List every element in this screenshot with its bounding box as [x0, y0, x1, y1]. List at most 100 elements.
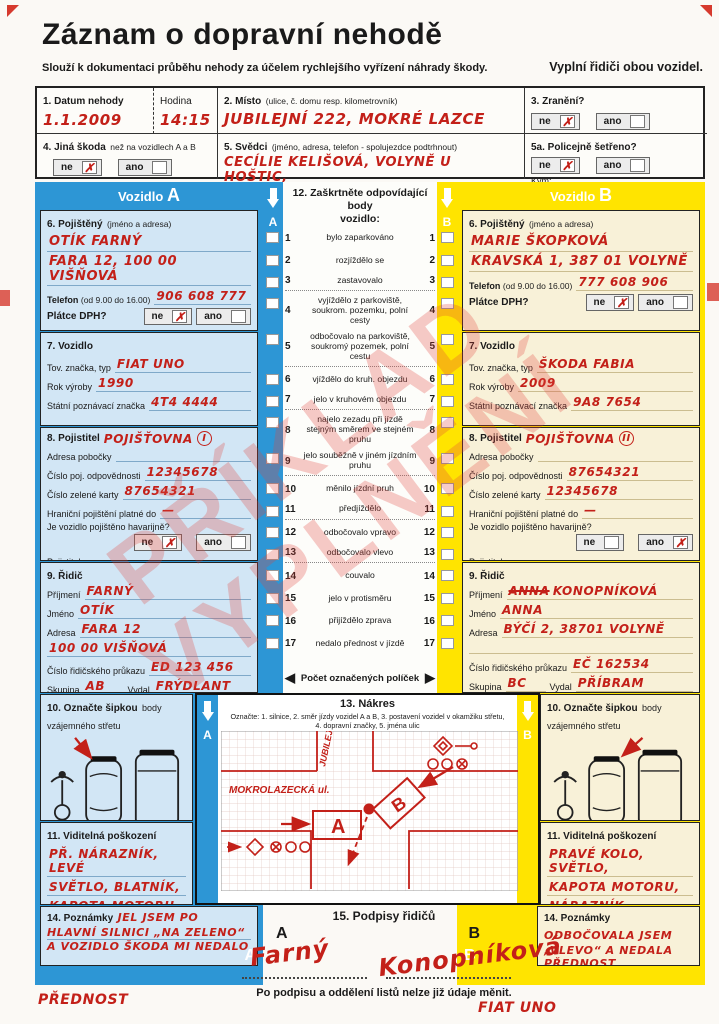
a-kasko-no-checkbox[interactable]: ✗ — [162, 536, 178, 549]
a-brand-value[interactable]: FIAT UNO — [114, 357, 251, 373]
b-address-line1[interactable]: BÝČÍ 2, 38701 VOLYNĚ — [501, 622, 693, 638]
a-insurer-value[interactable]: POJIŠŤOVNA — [103, 431, 193, 446]
a-insurer2-value[interactable] — [85, 554, 251, 560]
place-value[interactable]: JUBILEJNÍ 222, MOKRÉ LAZCE — [224, 110, 485, 128]
vehicle-b-maneuver-checkbox[interactable] — [441, 396, 454, 408]
vehicle-b-maneuver-checkbox[interactable] — [441, 298, 454, 309]
b-notes-line2[interactable]: „VLEVO“ A NEDALA PŘEDNOST — [544, 944, 693, 965]
vehicle-a-maneuver-checkbox[interactable] — [266, 396, 279, 408]
b-kasko-yes-checkbox[interactable]: ✗ — [673, 536, 688, 549]
b-damage-line1[interactable]: PRAVÉ KOLO, SVĚTLO, — [547, 847, 693, 877]
vehicle-a-maneuver-checkbox[interactable] — [266, 637, 279, 649]
b-damage-line2[interactable]: KAPOTA MOTORU, — [547, 880, 693, 896]
vehicle-b-maneuver-checkbox[interactable] — [441, 549, 454, 561]
b-issued-value[interactable]: PŘÍBRAM — [575, 676, 693, 692]
vehicle-b-maneuver-checkbox[interactable] — [441, 570, 454, 582]
vehicle-b-maneuver-checkbox[interactable] — [441, 505, 454, 517]
b-license-value[interactable]: EČ 162534 — [571, 657, 693, 673]
driver-a-signature[interactable]: Farný — [248, 934, 331, 972]
injury-yes-checkbox[interactable] — [630, 115, 646, 128]
signature-b-line[interactable] — [386, 977, 511, 979]
b-branch-value[interactable] — [537, 449, 693, 462]
b-plate-value[interactable]: 9A8 7654 — [571, 395, 693, 411]
vehicle-a-maneuver-checkbox[interactable] — [266, 453, 279, 465]
a-branch-value[interactable] — [115, 449, 251, 462]
vehicle-a-maneuver-checkbox[interactable] — [266, 483, 279, 495]
a-firstname-value[interactable]: OTÍK — [78, 603, 251, 619]
b-border-ins-value[interactable]: — — [582, 503, 693, 519]
a-notes-line1[interactable]: JEL JSEM PO — [117, 911, 199, 924]
a-address-line1[interactable]: FARA 12 — [79, 622, 251, 638]
a-license-value[interactable]: ED 123 456 — [149, 660, 251, 676]
vehicle-a-maneuver-checkbox[interactable] — [266, 570, 279, 582]
other-damage-no-checkbox[interactable]: ✗ — [81, 161, 97, 174]
b-group-value[interactable]: BC — [505, 676, 546, 692]
vehicle-b-maneuver-checkbox[interactable] — [441, 232, 454, 243]
vehicle-b-maneuver-checkbox[interactable] — [441, 637, 454, 649]
a-address-line2[interactable]: 100 00 VIŠŇOVÁ — [47, 641, 251, 657]
vehicle-b-maneuver-checkbox[interactable] — [441, 254, 454, 266]
a-insurer-number[interactable]: I — [196, 431, 212, 446]
b-insurer-value[interactable]: POJIŠŤOVNA — [525, 431, 615, 446]
b-surname-value[interactable]: KONOPNÍKOVÁ — [552, 584, 658, 598]
witness-value-line1[interactable]: CECÍLIE KELIŠOVÁ, VOLYNĚ U HOŠTIC, — [224, 155, 452, 185]
a-vat-no-checkbox[interactable]: ✗ — [172, 310, 188, 323]
a-plate-value[interactable]: 4T4 4444 — [149, 395, 251, 411]
b-insurer2-value[interactable] — [507, 554, 693, 560]
vehicle-a-maneuver-checkbox[interactable] — [266, 592, 279, 604]
vehicle-b-maneuver-checkbox[interactable] — [441, 526, 454, 538]
b-green-card-value[interactable]: 12345678 — [544, 484, 693, 500]
a-border-ins-value[interactable]: — — [160, 503, 251, 519]
vehicle-a-maneuver-checkbox[interactable] — [266, 277, 279, 288]
vehicle-b-maneuver-checkbox[interactable] — [441, 277, 454, 288]
vehicle-a-maneuver-checkbox[interactable] — [266, 298, 279, 309]
vehicle-b-maneuver-checkbox[interactable] — [441, 334, 454, 346]
b-firstname-value[interactable]: ANNA — [500, 603, 693, 619]
b-vat-no-checkbox[interactable]: ✗ — [614, 296, 630, 309]
b-surname-crossed[interactable]: ANNA — [508, 584, 550, 598]
police-yes-checkbox[interactable] — [630, 159, 646, 172]
a-surname-value[interactable]: FARNÝ — [84, 584, 251, 600]
b-liability-value[interactable]: 87654321 — [566, 465, 693, 481]
vehicle-a-maneuver-checkbox[interactable] — [266, 232, 279, 243]
b-kasko-no-checkbox[interactable] — [604, 536, 620, 549]
time-value[interactable]: 14:15 — [160, 111, 211, 129]
a-year-value[interactable]: 1990 — [96, 376, 251, 392]
vehicle-a-maneuver-checkbox[interactable] — [266, 417, 279, 429]
b-damage-line3[interactable]: NÁRAZNÍK — [547, 899, 693, 904]
b-insured-name[interactable]: MARIE ŠKOPKOVÁ — [469, 232, 693, 252]
vehicle-b-maneuver-checkbox[interactable] — [441, 615, 454, 627]
b-notes-line1[interactable]: ODBOČOVALA JSEM — [544, 929, 673, 942]
vehicle-b-maneuver-checkbox[interactable] — [441, 453, 454, 465]
a-phone-value[interactable]: 906 608 777 — [154, 289, 251, 305]
a-impact-diagram[interactable] — [47, 736, 186, 820]
a-damage-line3[interactable]: KAPOTA MOTORU — [47, 899, 186, 904]
b-address-line2[interactable] — [469, 641, 693, 654]
a-damage-line2[interactable]: SVĚTLO, BLATNÍK, — [47, 880, 186, 896]
date-value[interactable]: 1.1.2009 — [43, 111, 122, 129]
a-liability-value[interactable]: 12345678 — [144, 465, 251, 481]
vehicle-a-maneuver-checkbox[interactable] — [266, 549, 279, 561]
a-insured-address[interactable]: FARA 12, 100 00 VIŠŇOVÁ — [47, 252, 251, 286]
b-insured-address[interactable]: KRAVSKÁ 1, 387 01 VOLYNĚ — [469, 252, 693, 272]
a-damage-line1[interactable]: PŘ. NÁRAZNÍK, LEVÉ — [47, 847, 186, 877]
sketch-drawing[interactable]: MOKROLAZECKÁ ul. JUBILEJNÍ ul. A B — [220, 708, 519, 896]
a-green-card-value[interactable]: 87654321 — [122, 484, 251, 500]
other-damage-yes-checkbox[interactable] — [152, 161, 168, 174]
vehicle-a-maneuver-checkbox[interactable] — [266, 334, 279, 346]
b-insurer-number[interactable]: II — [618, 431, 634, 446]
vehicle-a-maneuver-checkbox[interactable] — [266, 254, 279, 266]
b-impact-diagram[interactable] — [547, 736, 693, 820]
a-group-value[interactable]: AB — [84, 679, 124, 692]
vehicle-a-maneuver-checkbox[interactable] — [266, 505, 279, 517]
vehicle-a-maneuver-checkbox[interactable] — [266, 373, 279, 385]
police-no-checkbox[interactable]: ✗ — [559, 159, 575, 172]
a-vat-yes-checkbox[interactable] — [231, 310, 246, 323]
b-year-value[interactable]: 2009 — [518, 376, 693, 392]
vehicle-b-maneuver-checkbox[interactable] — [441, 592, 454, 604]
a-kasko-yes-checkbox[interactable] — [231, 536, 246, 549]
b-brand-value[interactable]: ŠKODA FABIA — [536, 357, 693, 373]
b-vat-yes-checkbox[interactable] — [673, 296, 688, 309]
a-insured-name[interactable]: OTÍK FARNÝ — [47, 232, 251, 252]
injury-no-checkbox[interactable]: ✗ — [559, 115, 575, 128]
